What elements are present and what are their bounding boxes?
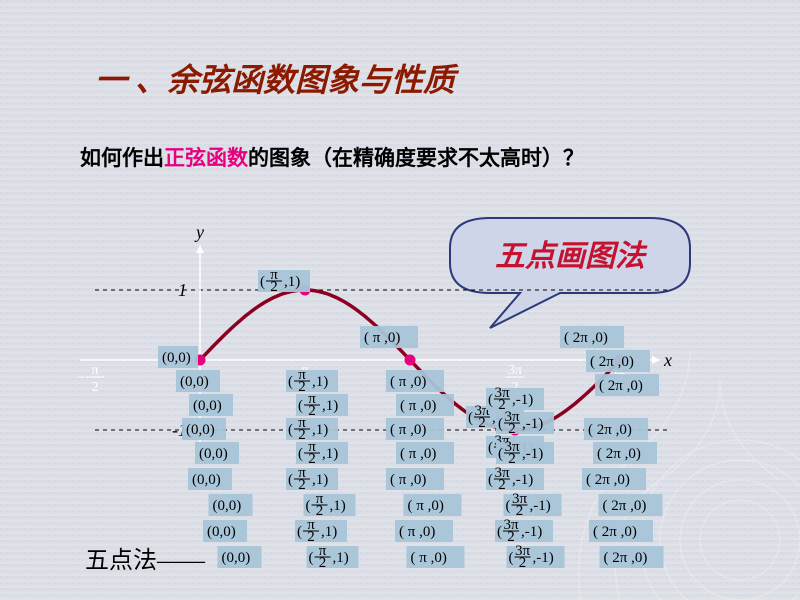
svg-text:(: ( [488, 472, 493, 488]
svg-text:( π ,0): ( π ,0) [400, 446, 436, 462]
svg-text:(0,0): (0,0) [199, 446, 228, 462]
svg-text:(: ( [288, 374, 293, 390]
svg-text:(: ( [288, 472, 293, 488]
svg-text:−: − [77, 370, 85, 386]
svg-text:( 2π ,0): ( 2π ,0) [604, 550, 648, 566]
svg-text:(: ( [298, 446, 303, 462]
svg-text:(: ( [509, 550, 514, 566]
svg-text:,1): ,1) [284, 274, 300, 290]
method-label: 五点法—— [85, 540, 205, 575]
svg-text:2: 2 [316, 503, 324, 519]
svg-text:y: y [194, 222, 204, 242]
svg-text:(0,0): (0,0) [162, 350, 191, 366]
svg-text:,-1): ,-1) [512, 392, 533, 408]
svg-text:,1): ,1) [322, 446, 338, 462]
svg-text:( π ,0): ( π ,0) [411, 550, 447, 566]
svg-text:2: 2 [298, 427, 306, 443]
svg-text:(: ( [498, 416, 503, 432]
svg-text:(0,0): (0,0) [192, 472, 221, 488]
svg-text:,1): ,1) [333, 550, 349, 566]
svg-text:3π: 3π [508, 363, 522, 378]
svg-text:(0,0): (0,0) [213, 498, 242, 514]
svg-text:2: 2 [298, 379, 306, 395]
svg-text:( π ,0): ( π ,0) [390, 422, 426, 438]
svg-text:( π ,0): ( π ,0) [390, 374, 426, 390]
svg-text:,1): ,1) [322, 398, 338, 414]
svg-text:2: 2 [308, 451, 316, 467]
svg-text:( π ,0): ( π ,0) [399, 524, 435, 540]
svg-text:,-1): ,-1) [530, 498, 551, 514]
svg-text:(0,0): (0,0) [207, 524, 236, 540]
svg-text:2: 2 [319, 555, 327, 571]
svg-text:,1): ,1) [312, 472, 328, 488]
svg-text:(: ( [498, 446, 503, 462]
svg-text:(: ( [288, 422, 293, 438]
svg-text:2: 2 [298, 477, 306, 493]
svg-text:2: 2 [308, 403, 316, 419]
svg-text:(: ( [309, 550, 314, 566]
svg-text:,-1): ,-1) [533, 550, 554, 566]
svg-text:,-1): ,-1) [522, 446, 543, 462]
svg-text:,-1): ,-1) [522, 416, 543, 432]
svg-text:,1): ,1) [312, 374, 328, 390]
svg-text:,-1): ,-1) [521, 524, 542, 540]
svg-text:( 2π ,0): ( 2π ,0) [603, 498, 647, 514]
svg-text:2: 2 [270, 279, 278, 295]
svg-text:( 2π ,0): ( 2π ,0) [599, 378, 643, 394]
svg-text:(0,0): (0,0) [193, 398, 222, 414]
svg-text:(: ( [506, 498, 511, 514]
svg-text:( 2π ,0): ( 2π ,0) [590, 354, 634, 370]
svg-text:2: 2 [498, 477, 506, 493]
svg-text:(0,0): (0,0) [222, 550, 251, 566]
svg-text:(: ( [297, 524, 302, 540]
svg-text:2: 2 [307, 529, 315, 545]
svg-text:(: ( [488, 392, 493, 408]
svg-text:,-1): ,-1) [512, 472, 533, 488]
svg-text:(: ( [306, 498, 311, 514]
svg-text:x: x [663, 350, 672, 370]
svg-text:(: ( [468, 410, 473, 426]
svg-text:2: 2 [478, 415, 486, 431]
svg-text:2: 2 [519, 555, 527, 571]
svg-text:( 2π ,0): ( 2π ,0) [597, 446, 641, 462]
svg-text:( π ,0): ( π ,0) [408, 498, 444, 514]
svg-text:,1): ,1) [312, 422, 328, 438]
svg-text:π: π [91, 363, 98, 378]
svg-text:(: ( [497, 524, 502, 540]
svg-text:,1): ,1) [330, 498, 346, 514]
svg-text:( π ,0): ( π ,0) [364, 330, 400, 346]
svg-text:2: 2 [507, 529, 515, 545]
svg-text:(0,0): (0,0) [180, 374, 209, 390]
svg-text:(0,0): (0,0) [186, 422, 215, 438]
svg-text:( π ,0): ( π ,0) [400, 398, 436, 414]
svg-text:( π ,0): ( π ,0) [390, 472, 426, 488]
svg-text:(: ( [298, 398, 303, 414]
svg-text:1: 1 [178, 280, 187, 300]
svg-text:2: 2 [92, 380, 99, 395]
svg-text:( 2π ,0): ( 2π ,0) [586, 472, 630, 488]
svg-text:( 2π ,0): ( 2π ,0) [564, 330, 608, 346]
svg-text:( 2π ,0): ( 2π ,0) [588, 422, 632, 438]
svg-text:,1): ,1) [321, 524, 337, 540]
svg-text:( 2π ,0): ( 2π ,0) [593, 524, 637, 540]
svg-text:(: ( [488, 440, 493, 456]
sine-graph: yx1-1−π2π23π22π(0,0)(π2,1)( π ,0)(3π2,-1… [0, 0, 800, 600]
svg-text:(: ( [260, 274, 265, 290]
